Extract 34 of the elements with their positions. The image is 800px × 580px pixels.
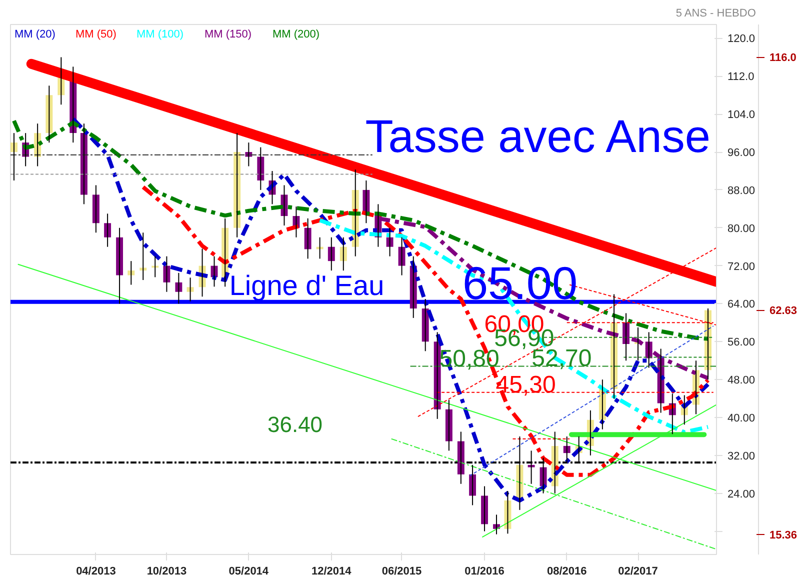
text: MM (200) [272,28,320,40]
x-tick-label: 01/2016 [464,566,504,578]
x-tick-label: 10/2013 [146,566,187,578]
y-tick-label: 56.00 [728,336,756,349]
y-tick-label: 40.00 [728,412,756,424]
text: 15.36 [770,529,798,542]
y-tick-label: 48.00 [728,374,756,387]
annotation: Tasse avec Anse [365,110,710,162]
y-tick-label: 72.00 [728,260,756,273]
y-tick-label: 88.00 [728,184,756,197]
chart-subtitle: 5 ANS - HEBDO [676,8,756,20]
y-tick-label: 104.0 [728,109,756,122]
x-tick-label: 08/2016 [546,566,587,578]
ref-line-label: Ligne d' Eau [229,270,384,301]
text: 62.63 [770,305,798,318]
x-tick-label: 12/2014 [312,566,352,578]
text: MM (50) [76,28,116,40]
y-tick-label: 112.0 [728,71,754,84]
y-tick-label: 32.00 [728,450,756,462]
y-tick-label: 24.00 [728,488,756,500]
y-tick-label: 80.00 [728,222,756,235]
text: MM (20) [14,28,56,40]
x-tick-label: 06/2015 [382,566,422,578]
text: 116.0 [770,52,796,64]
y-tick-label: 120.0 [728,33,756,46]
x-tick-label: 04/2013 [76,566,116,578]
y-tick-label: 96.00 [728,147,756,160]
x-tick-label: 05/2014 [228,566,270,578]
y-tick-label: 64.00 [728,298,756,311]
annotation: 45,30 [496,371,556,398]
x-tick-label: 02/2017 [618,566,658,578]
text: MM (150) [204,28,252,40]
annotation: 36.40 [267,412,323,438]
text: MM (100) [136,28,184,40]
